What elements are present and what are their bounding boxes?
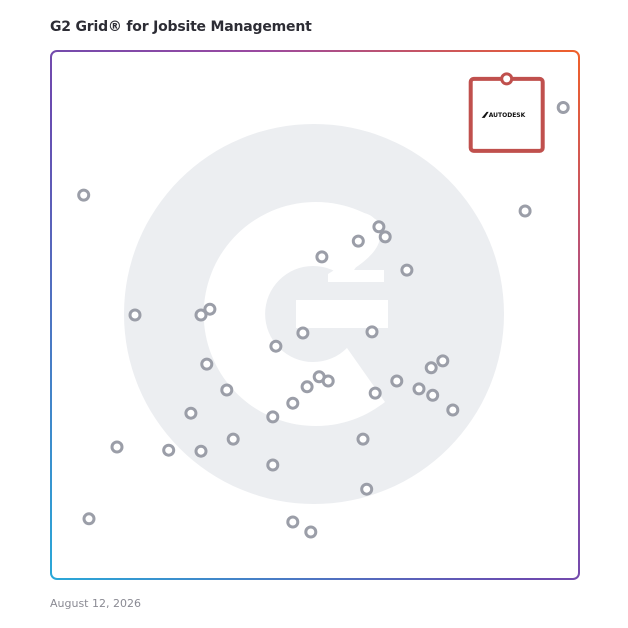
- product-point-36[interactable]: [360, 482, 374, 496]
- product-point-20[interactable]: [321, 374, 335, 388]
- product-point-38[interactable]: [286, 515, 300, 529]
- product-point-7[interactable]: [315, 250, 329, 264]
- product-point-16[interactable]: [436, 354, 450, 368]
- product-point-29[interactable]: [266, 410, 280, 424]
- product-point-3[interactable]: [77, 188, 91, 202]
- highlighted-product-logo-text: AUTODESK: [489, 112, 526, 119]
- autodesk-logo: AUTODESK: [481, 111, 526, 119]
- product-point-14[interactable]: [269, 339, 283, 353]
- product-point-27[interactable]: [446, 403, 460, 417]
- highlighted-product[interactable]: AUTODESK: [468, 72, 545, 153]
- product-point-6[interactable]: [351, 234, 365, 248]
- highlighted-product-point[interactable]: [500, 72, 514, 86]
- grid-frame: [50, 50, 580, 580]
- chart-title: G2 Grid® for Jobsite Management: [50, 19, 312, 35]
- report-date: August 12, 2026: [50, 597, 141, 610]
- product-point-12[interactable]: [296, 326, 310, 340]
- product-point-28[interactable]: [184, 406, 198, 420]
- product-point-21[interactable]: [300, 380, 314, 394]
- product-point-15[interactable]: [200, 357, 214, 371]
- product-point-33[interactable]: [162, 443, 176, 457]
- g2-watermark-logo: [124, 124, 504, 504]
- product-point-18[interactable]: [390, 374, 404, 388]
- product-point-22[interactable]: [220, 383, 234, 397]
- product-point-26[interactable]: [286, 396, 300, 410]
- product-point-39[interactable]: [304, 525, 318, 539]
- product-point-17[interactable]: [424, 361, 438, 375]
- product-point-34[interactable]: [194, 444, 208, 458]
- product-point-35[interactable]: [266, 458, 280, 472]
- product-point-25[interactable]: [426, 388, 440, 402]
- product-point-4[interactable]: [372, 220, 386, 234]
- product-point-23[interactable]: [412, 382, 426, 396]
- product-point-5[interactable]: [378, 230, 392, 244]
- product-point-10[interactable]: [203, 302, 217, 316]
- product-point-9[interactable]: [128, 308, 142, 322]
- product-point-1[interactable]: [556, 101, 570, 114]
- product-point-24[interactable]: [368, 386, 382, 400]
- product-point-32[interactable]: [110, 440, 124, 454]
- product-point-37[interactable]: [82, 512, 96, 526]
- product-point-8[interactable]: [400, 263, 414, 277]
- data-points: [77, 101, 570, 539]
- product-point-30[interactable]: [226, 432, 240, 446]
- product-point-31[interactable]: [356, 432, 370, 446]
- product-point-13[interactable]: [365, 325, 379, 339]
- product-point-11[interactable]: [194, 308, 208, 322]
- product-point-2[interactable]: [518, 204, 532, 218]
